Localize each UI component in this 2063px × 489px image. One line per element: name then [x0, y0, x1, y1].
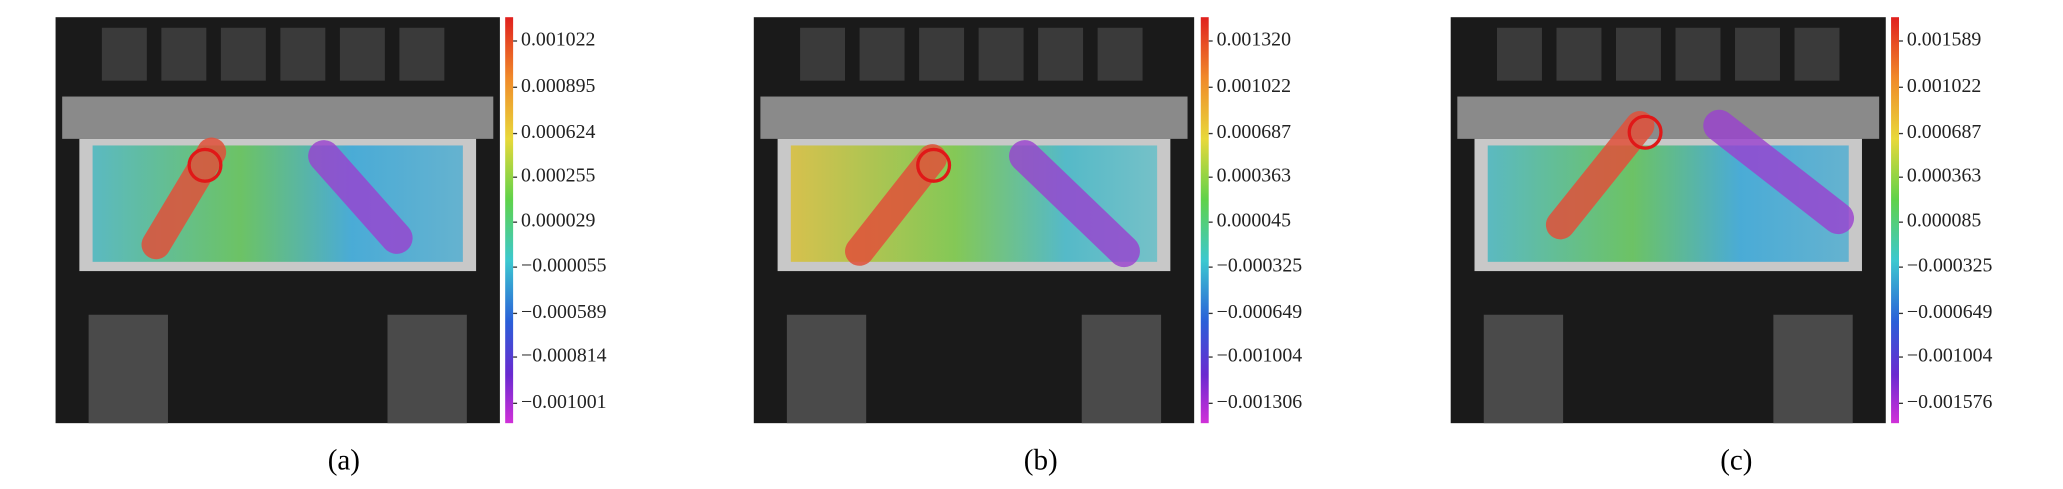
scale-label: 0.001022 [1907, 75, 1981, 97]
support-left [88, 314, 168, 424]
block [978, 27, 1024, 81]
crack-marker [916, 147, 952, 183]
scale-label: 0.000687 [1217, 121, 1291, 143]
block [101, 27, 147, 81]
compression-band [1703, 109, 1855, 235]
block [1616, 27, 1661, 81]
block [1038, 27, 1084, 81]
scale-label: 0.000255 [521, 165, 595, 187]
block [800, 27, 846, 81]
panel-caption: (b) [1024, 445, 1058, 477]
panel: 0.001589 0.001022 0.000687 0.000363 0.000085… [1450, 17, 1993, 477]
block [1496, 27, 1542, 81]
color-bar [1200, 17, 1209, 424]
scale-label: 0.000085 [1907, 210, 1981, 232]
scale-label: 0.001022 [1217, 75, 1291, 97]
scale-label: −0.000589 [521, 301, 607, 323]
color-bar [505, 17, 514, 424]
block [280, 27, 326, 81]
scale-label: −0.000055 [521, 255, 607, 277]
top-beam [62, 96, 494, 139]
block [220, 27, 266, 81]
block [859, 27, 905, 81]
scale-label: −0.000814 [521, 345, 607, 367]
crack-band [1545, 111, 1655, 240]
scale-label: 0.001320 [1217, 29, 1291, 51]
crack-marker [187, 147, 223, 183]
block [919, 27, 965, 81]
support-right [1773, 314, 1853, 424]
panel-caption: (c) [1720, 445, 1752, 477]
scale-label: 0.000624 [521, 121, 595, 143]
panel-caption: (a) [328, 445, 360, 477]
block [1556, 27, 1602, 81]
block [1735, 27, 1780, 81]
scale-label: 0.000045 [1217, 210, 1291, 232]
support-left [1483, 314, 1564, 424]
scale-label: −0.001004 [1217, 345, 1303, 367]
scale-label: 0.000029 [521, 210, 595, 232]
scale-label: −0.000325 [1907, 255, 1993, 277]
block [1794, 27, 1840, 81]
support-right [387, 314, 467, 424]
compression-band [1009, 140, 1140, 268]
compression-band [308, 140, 413, 254]
block [399, 27, 445, 81]
crack-marker [1627, 114, 1663, 150]
scale-label: −0.000325 [1217, 255, 1303, 277]
crack-band [141, 137, 227, 260]
scale-label: 0.000363 [1217, 165, 1291, 187]
scale-label: 0.000363 [1907, 165, 1981, 187]
block [1097, 27, 1143, 81]
block [339, 27, 385, 81]
panel: 0.001320 0.001022 0.000687 0.000363 0.000045… [753, 17, 1303, 477]
scale-label: −0.000649 [1907, 301, 1993, 323]
scale-label: −0.001001 [521, 391, 607, 413]
block [1675, 27, 1721, 81]
scale-label: 0.001022 [521, 29, 595, 51]
scale-label: −0.000649 [1217, 301, 1303, 323]
panel: 0.001022 0.000895 0.000624 0.000255 0.000029… [55, 17, 607, 477]
top-beam [760, 96, 1188, 139]
support-left [786, 314, 867, 424]
scale-label: −0.001004 [1907, 345, 1993, 367]
scale-label: 0.000895 [521, 75, 595, 97]
block [161, 27, 207, 81]
support-right [1081, 314, 1162, 424]
top-beam [1457, 96, 1880, 139]
color-bar [1891, 17, 1899, 424]
scale-label: −0.001306 [1217, 391, 1303, 413]
scale-label: 0.001589 [1907, 29, 1981, 51]
scale-label: 0.000687 [1907, 121, 1981, 143]
scale-label: −0.001576 [1907, 391, 1993, 413]
